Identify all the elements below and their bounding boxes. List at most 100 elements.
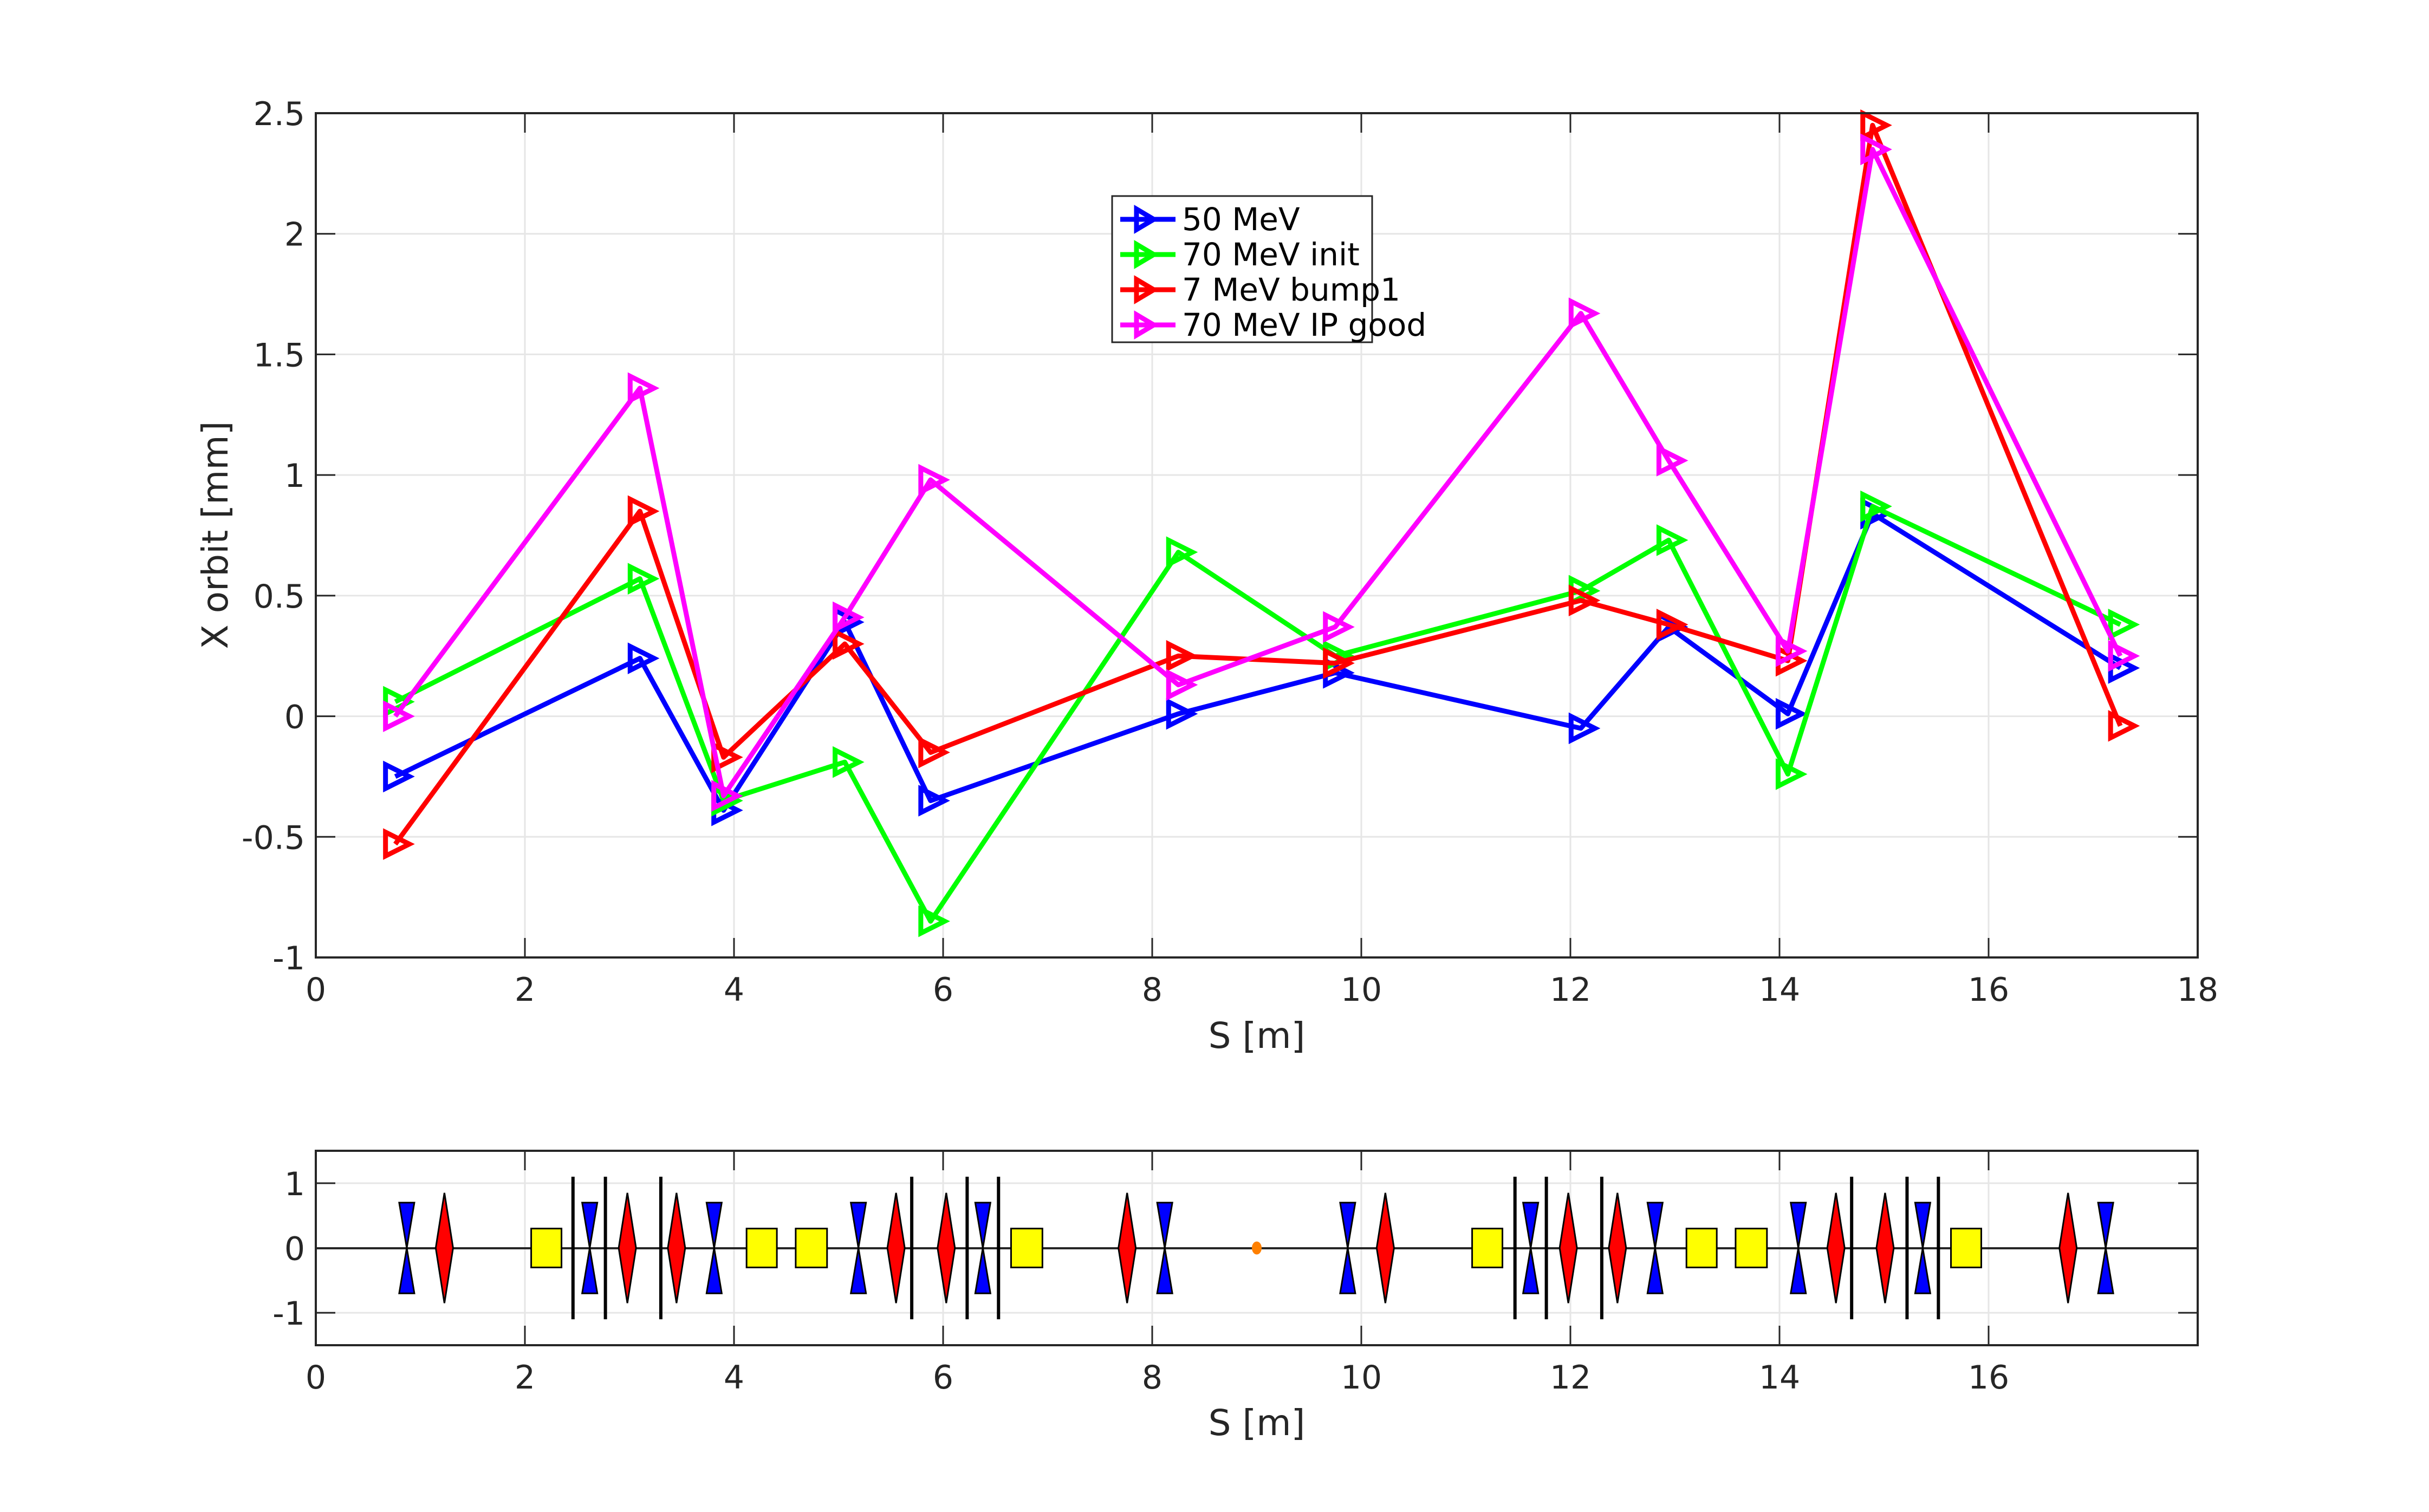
lattice-x-tick-label: 6: [933, 1359, 953, 1397]
defocusing-quadrupole: [581, 1202, 599, 1294]
orbit-ticks: 0 2 4 6 8 10 12 14 16 18 -1 -0.5 0 0.5 1 1.5 2 2.5: [242, 95, 2218, 1009]
data-point-marker: [1166, 536, 1198, 568]
data-point-marker: [1166, 669, 1198, 701]
orbit-x-tick-label: 4: [724, 971, 744, 1009]
lattice-x-axis-label: S [m]: [1209, 1402, 1306, 1444]
data-point-marker: [918, 737, 950, 768]
defocusing-quadrupole: [2097, 1202, 2114, 1294]
focusing-quadrupole: [1558, 1192, 1578, 1304]
data-point-marker: [2108, 609, 2140, 641]
legend-marker-icon: [1134, 205, 1159, 234]
data-point-marker: [1775, 698, 1808, 730]
data-point-marker: [1568, 584, 1601, 617]
lattice-x-tick-label: 2: [515, 1359, 535, 1397]
focusing-quadrupole: [1608, 1192, 1627, 1304]
data-point-marker: [833, 628, 865, 660]
dipole-magnet: [1735, 1228, 1768, 1268]
orbit-y-tick-label: -0.5: [242, 819, 305, 857]
data-point-marker: [833, 746, 865, 778]
focusing-quadrupole: [434, 1192, 454, 1304]
lattice-y-tick-label: 0: [284, 1230, 305, 1268]
interaction-point-marker: [1252, 1241, 1262, 1255]
legend-label: 70 MeV init: [1182, 236, 1360, 273]
focusing-quadrupole: [937, 1192, 956, 1304]
legend-label: 70 MeV IP good: [1182, 307, 1426, 343]
data-point-marker: [627, 495, 660, 527]
data-point-marker: [918, 905, 950, 937]
data-point-marker: [833, 601, 865, 634]
defocusing-quadrupole: [849, 1202, 867, 1294]
lattice-elements: [398, 1176, 2114, 1320]
legend-entry: 70 MeV IP good: [1120, 307, 1426, 343]
data-point-marker: [918, 785, 950, 817]
lattice-y-tick-label: 1: [284, 1165, 305, 1203]
lattice-x-tick-label: 8: [1142, 1359, 1162, 1397]
focusing-quadrupole: [1875, 1192, 1895, 1304]
orbit-plot-frame: [315, 112, 2199, 959]
orbit-x-tick-label: 6: [933, 971, 953, 1009]
legend-entry: 50 MeV: [1120, 201, 1300, 238]
defocusing-quadrupole: [398, 1202, 415, 1294]
orbit-x-tick-label: 18: [2177, 971, 2218, 1009]
focusing-quadrupole: [1375, 1192, 1395, 1304]
lattice-x-tick-label: 16: [1968, 1359, 2009, 1397]
defocusing-quadrupole: [1156, 1202, 1173, 1294]
legend-label: 50 MeV: [1182, 201, 1300, 238]
orbit-y-tick-label: -1: [272, 940, 305, 977]
focusing-quadrupole: [667, 1192, 686, 1304]
orbit-x-tick-label: 12: [1550, 971, 1591, 1009]
legend-marker-icon: [1134, 310, 1159, 340]
orbit-y-tick-label: 0: [284, 699, 305, 737]
orbit-x-tick-label: 8: [1142, 971, 1162, 1009]
data-point-marker: [1860, 490, 1892, 523]
data-point-marker: [1568, 297, 1601, 329]
series-line: [393, 147, 2123, 799]
legend-entry: 7 MeV bump1: [1120, 271, 1400, 308]
data-point-marker: [1568, 712, 1601, 745]
dipole-magnet: [530, 1228, 563, 1268]
lattice-ticks: 0 2 4 6 8 10 12 14 16-101: [272, 1151, 2198, 1397]
data-point-marker: [1860, 109, 1892, 141]
data-point-marker: [1166, 640, 1198, 672]
data-point-marker: [711, 780, 743, 812]
orbit-x-axis-label: S [m]: [1209, 1015, 1306, 1057]
orbit-y-axis-label: X orbit [mm]: [194, 421, 236, 649]
data-point-marker: [1166, 698, 1198, 730]
data-point-marker: [1656, 609, 1688, 641]
dipole-magnet: [1010, 1228, 1043, 1268]
orbit-y-tick-label: 0.5: [254, 578, 305, 616]
lattice-y-tick-label: -1: [272, 1295, 305, 1333]
data-point-marker: [383, 760, 415, 793]
lattice-x-tick-label: 12: [1550, 1359, 1591, 1397]
data-point-marker: [1860, 133, 1892, 166]
data-point-marker: [1323, 647, 1355, 679]
orbit-x-tick-label: 0: [306, 971, 326, 1009]
data-point-marker: [627, 642, 660, 674]
focusing-quadrupole: [1826, 1192, 1846, 1304]
legend-marker-icon: [1134, 240, 1159, 269]
data-point-marker: [383, 700, 415, 732]
lattice-plot: 0 2 4 6 8 10 12 14 16-101 S [m]: [272, 1150, 2199, 1444]
lattice-x-tick-label: 14: [1759, 1359, 1800, 1397]
lattice-x-tick-label: 0: [306, 1359, 326, 1397]
defocusing-quadrupole: [974, 1202, 992, 1294]
data-point-marker: [1775, 758, 1808, 790]
orbit-y-tick-label: 1: [284, 457, 305, 495]
legend-label: 7 MeV bump1: [1182, 271, 1400, 308]
orbit-y-tick-label: 2.5: [254, 95, 305, 133]
data-point-marker: [1323, 611, 1355, 643]
legend-box: [1111, 195, 1373, 343]
dipole-magnet: [745, 1228, 778, 1268]
focusing-quadrupole: [618, 1192, 637, 1304]
data-point-marker: [1775, 635, 1808, 667]
orbit-y-tick-label: 1.5: [254, 336, 305, 374]
data-point-marker: [2108, 710, 2140, 742]
orbit-y-tick-label: 2: [284, 216, 305, 254]
defocusing-quadrupole: [1522, 1202, 1540, 1294]
data-point-marker: [627, 372, 660, 405]
series-70-mev-ip-good: [383, 133, 2140, 812]
orbit-x-tick-label: 10: [1341, 971, 1382, 1009]
